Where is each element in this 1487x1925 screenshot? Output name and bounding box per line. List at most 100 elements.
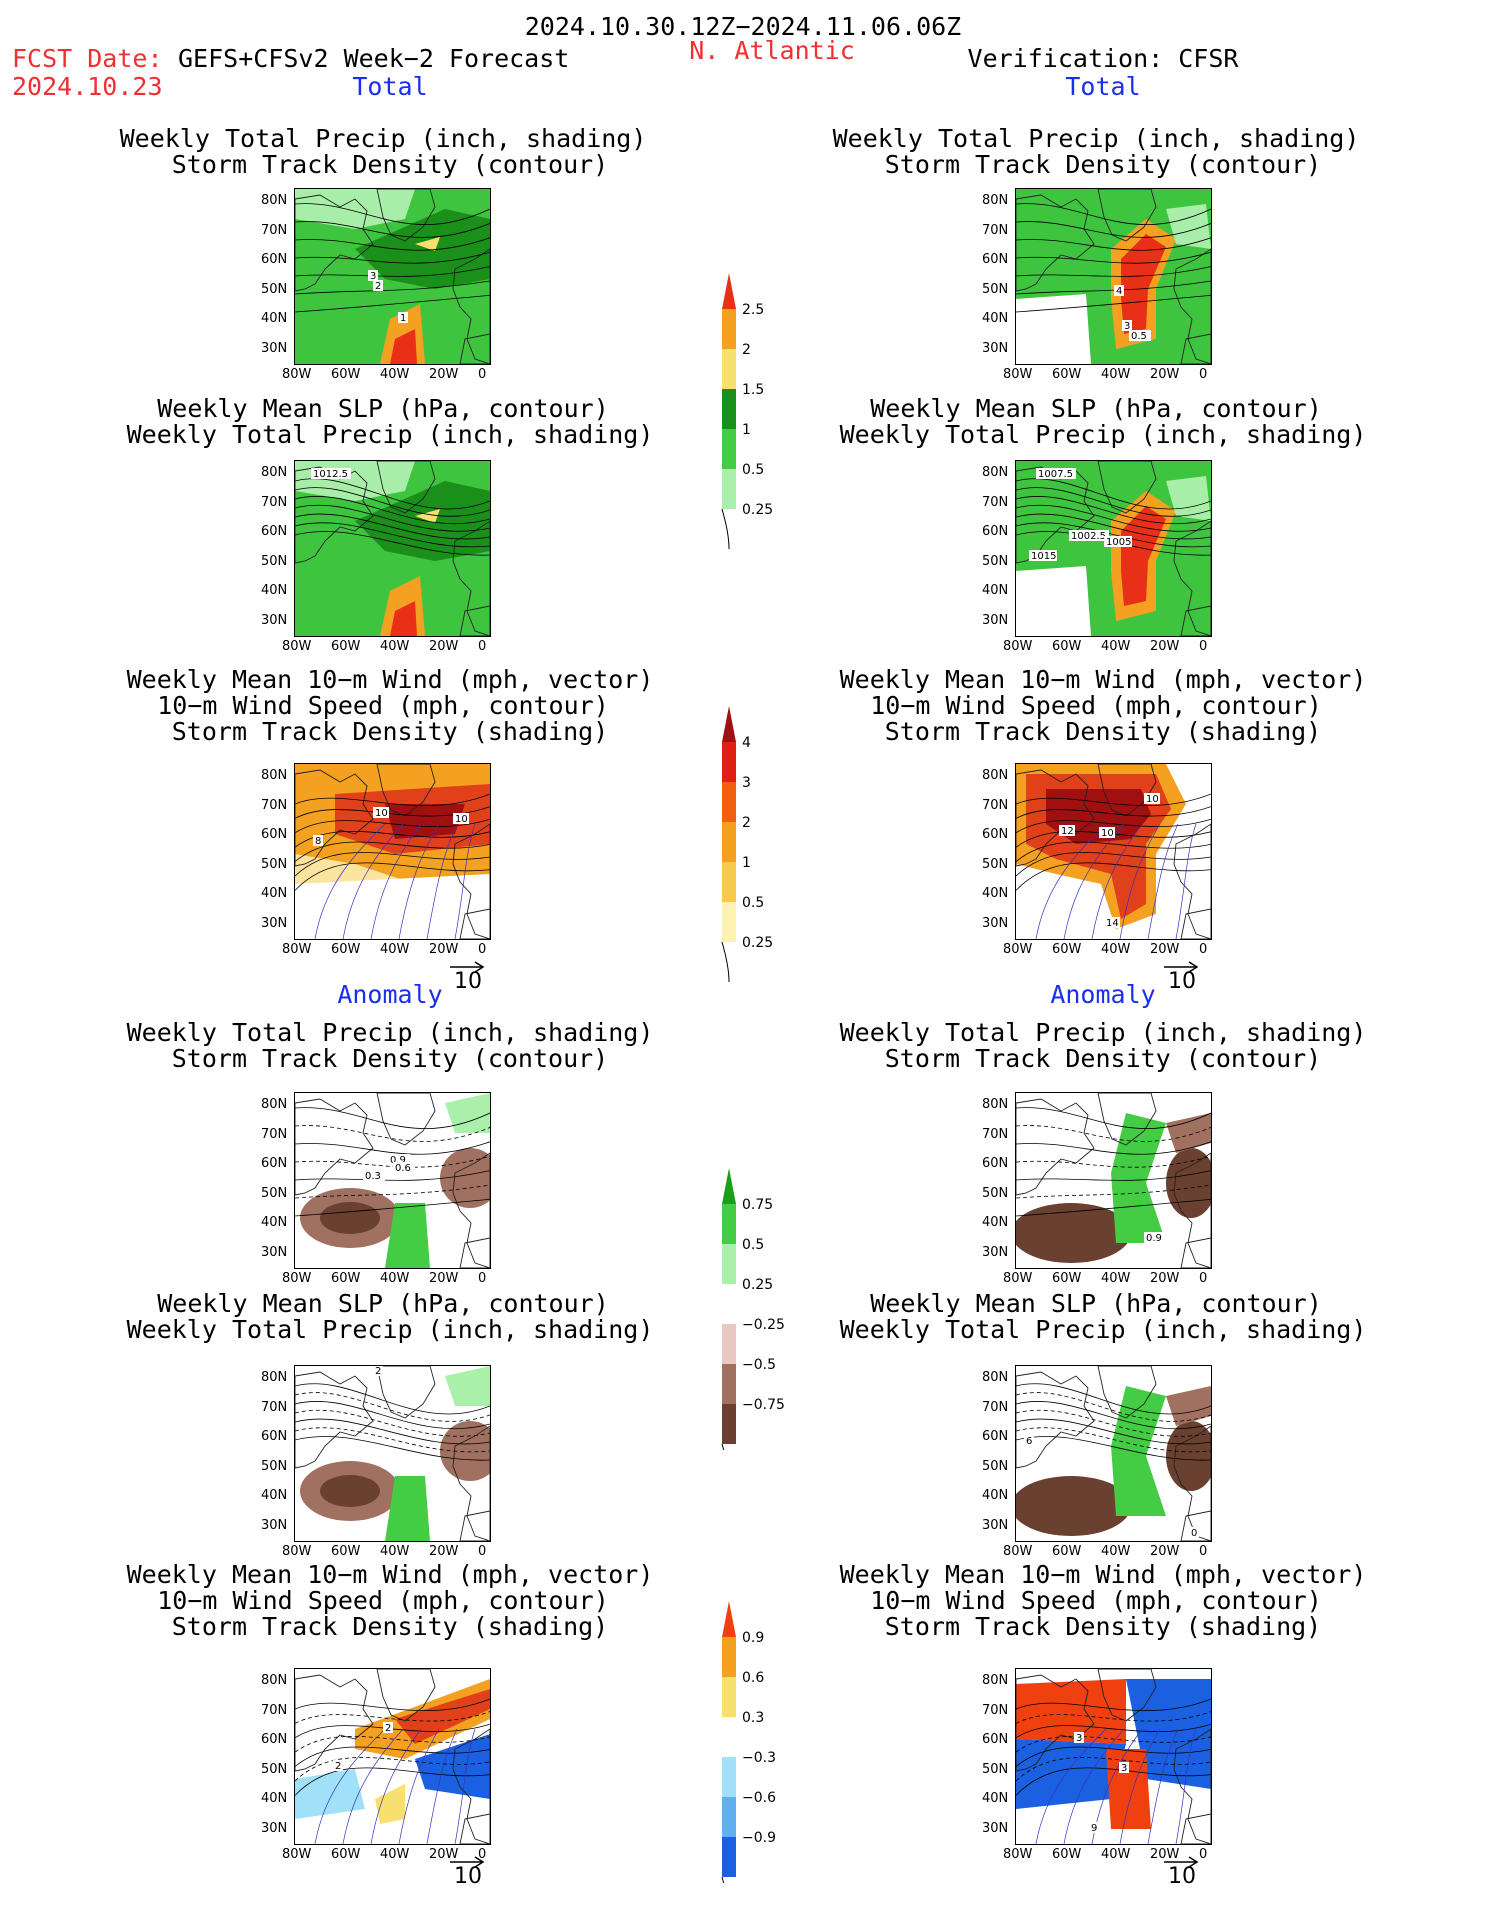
lat-tick-label: 30N — [982, 1517, 1009, 1533]
panel-title-line: Weekly Total Precip (inch, shading) — [126, 1018, 654, 1047]
map-plot: 10 12 10 14 — [1016, 764, 1211, 939]
lat-tick-label: 70N — [982, 797, 1009, 813]
colorbar-label: 1 — [742, 422, 751, 438]
map-panel-fc-slp: 1012.5 — [294, 460, 491, 637]
contour-label-bg — [373, 807, 389, 818]
lon-tick-label: 80W — [1003, 367, 1033, 382]
lon-tick-label: 60W — [1052, 1271, 1082, 1286]
lon-tick-label: 60W — [331, 1847, 361, 1862]
lat-tick-label: 80N — [982, 1097, 1009, 1112]
colorbar-swatch — [722, 1757, 736, 1797]
contour-label-bg — [1189, 1527, 1199, 1538]
lat-tick-label: 80N — [261, 1097, 288, 1112]
lat-tick-label: 50N — [261, 1458, 288, 1474]
lat-tick-label: 70N — [261, 1126, 288, 1142]
contour-label: 3 — [1124, 321, 1130, 332]
map-panel-fc-slpa: 2 — [294, 1365, 491, 1542]
contour-label-bg — [373, 1366, 383, 1376]
lon-tick-label: 20W — [1150, 942, 1180, 957]
contour-label: 6 — [1026, 1436, 1032, 1447]
colorbar-label: 1.5 — [742, 382, 764, 398]
lon-tick-label: 80W — [282, 942, 312, 957]
colorbar-precip-anomaly: 0.75 0.5 0.25 −0.25 −0.5 −0.75 — [721, 1168, 785, 1450]
panel-title-line: Storm Track Density (shading) — [884, 717, 1322, 746]
contour-label: 0.6 — [395, 1163, 411, 1174]
contour-label: 0.9 — [1146, 1233, 1162, 1244]
contour-label: 0.5 — [1131, 331, 1147, 342]
contour-label: 10 — [375, 808, 388, 819]
map-plot: 32 1 — [295, 189, 490, 364]
lat-tick-label: 50N — [261, 1185, 288, 1201]
lon-tick-label: 80W — [1003, 942, 1033, 957]
contour-label: 2 — [335, 1761, 341, 1772]
lat-tick-label: 80N — [261, 465, 288, 480]
contour-label: 1015 — [1031, 551, 1056, 562]
vector-reference-arrow — [1164, 1856, 1199, 1868]
lat-tick-label: 80N — [982, 193, 1009, 208]
lat-tick-label: 50N — [261, 1761, 288, 1777]
panel-title-line: Storm Track Density (shading) — [171, 717, 609, 746]
map-panel-ob-pta: 0.9 — [1015, 1092, 1212, 1269]
map-plot: 1012.5 — [295, 461, 490, 636]
contour-label: 1012.5 — [313, 469, 348, 480]
contour-label: 8 — [315, 836, 321, 847]
lon-tick-label: 40W — [380, 1271, 410, 1286]
contour-label-bg — [1024, 1435, 1034, 1446]
lon-tick-label: 80W — [1003, 1544, 1033, 1559]
panel-title-line: Weekly Mean SLP (hPa, contour) — [870, 1289, 1322, 1318]
lat-tick-label: 30N — [261, 915, 288, 931]
colorbar-label: −0.6 — [742, 1790, 776, 1806]
section-total-fcst: Total — [352, 72, 428, 101]
lat-tick-label: 60N — [982, 252, 1009, 267]
lat-tick-label: 80N — [982, 1673, 1009, 1688]
contour-label-bg — [1129, 330, 1151, 341]
lon-tick-label: 0 — [1199, 1544, 1208, 1559]
contour-label-bg — [393, 1162, 415, 1173]
contour-label-bg — [1122, 320, 1132, 331]
lat-tick-label: 50N — [982, 1185, 1009, 1201]
colorbar-swatch — [722, 1404, 736, 1444]
map-plot: 10 10 8 — [295, 764, 490, 939]
colorbar-cap — [722, 1168, 736, 1204]
contour-label-bg — [1104, 917, 1120, 928]
map-plot: 0.90.6 0.3 — [295, 1093, 490, 1268]
colorbar-label: 1 — [742, 855, 751, 871]
colorbar-label: −0.5 — [742, 1357, 776, 1373]
lon-tick-label: 40W — [1101, 1847, 1131, 1862]
lat-tick-label: 50N — [261, 281, 288, 297]
lat-tick-label: 60N — [982, 1156, 1009, 1171]
lon-tick-label: 20W — [429, 367, 459, 382]
lat-tick-label: 50N — [982, 553, 1009, 569]
lon-tick-label: 40W — [380, 942, 410, 957]
panel-title-line: Storm Track Density (contour) — [884, 150, 1322, 179]
lat-tick-label: 60N — [261, 827, 288, 842]
lat-tick-label: 60N — [982, 827, 1009, 842]
contour-label-bg — [383, 1722, 393, 1733]
lat-tick-label: 60N — [261, 1732, 288, 1747]
lon-tick-label: 20W — [1150, 1271, 1180, 1286]
map-panel-ob-pt: 4 3 0.5 — [1015, 188, 1212, 365]
vector-reference-label: 10 — [1168, 969, 1196, 994]
lon-tick-label: 60W — [1052, 367, 1082, 382]
lat-tick-label: 40N — [982, 1215, 1009, 1230]
contour-label-bg — [1059, 825, 1075, 836]
colorbar-swatch — [722, 1244, 736, 1284]
vector-reference-label: 10 — [1168, 1864, 1196, 1889]
lat-tick-label: 30N — [982, 1820, 1009, 1836]
lon-tick-label: 40W — [380, 639, 410, 654]
lat-tick-label: 80N — [261, 768, 288, 783]
section-anomaly-obs: Anomaly — [1050, 980, 1156, 1009]
colorbar-swatch — [722, 1717, 736, 1757]
lon-tick-label: 40W — [380, 367, 410, 382]
lon-tick-label: 0 — [478, 1847, 487, 1862]
panel-title-line: 10−m Wind Speed (mph, contour) — [157, 691, 609, 720]
vector-reference-arrow — [450, 961, 485, 973]
fcst-label: FCST Date: — [12, 44, 163, 73]
colorbar-track-total: 4 3 2 1 0.5 0.25 — [721, 706, 773, 983]
panel-title-line: Weekly Mean 10−m Wind (mph, vector) — [839, 1560, 1367, 1589]
contour-label: 4 — [1116, 286, 1122, 297]
panel-title-line: Storm Track Density (shading) — [884, 1612, 1322, 1641]
contour-label-bg — [453, 813, 469, 824]
map-panel-fc-wind: 10 10 8 — [294, 763, 491, 940]
